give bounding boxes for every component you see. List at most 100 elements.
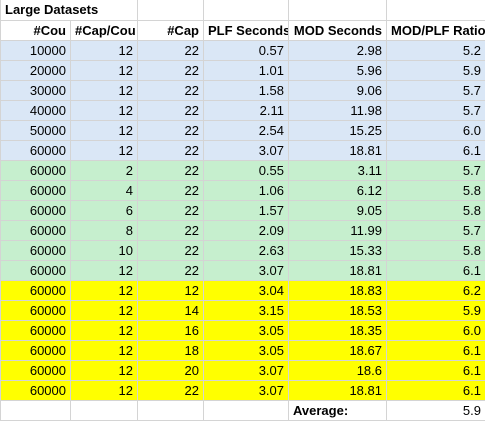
cell-cap[interactable]: 22 [137, 99, 204, 121]
cell-mod-seconds[interactable]: 5.96 [288, 59, 387, 81]
cell-mod-seconds[interactable]: 2.98 [288, 39, 387, 61]
cell-mod-seconds[interactable]: 11.98 [288, 99, 387, 121]
header-cell-mod-plf-ratio[interactable]: MOD/PLF Ratio [386, 19, 485, 41]
cell-mod-seconds[interactable]: 11.99 [288, 219, 387, 241]
cell-cap[interactable]: 22 [137, 119, 204, 141]
cell-cap-per-cou[interactable]: 12 [70, 39, 138, 61]
cell-cap-per-cou[interactable]: 12 [70, 359, 138, 381]
cell-mod-plf-ratio[interactable]: 6.1 [386, 139, 485, 161]
cell-plf-seconds[interactable]: 3.15 [203, 299, 289, 321]
cell-mod-seconds[interactable]: 18.81 [288, 379, 387, 401]
cell-mod-seconds[interactable]: 6.12 [288, 179, 387, 201]
cell-mod-seconds[interactable]: 18.6 [288, 359, 387, 381]
cell-mod-plf-ratio[interactable]: 5.7 [386, 99, 485, 121]
cell-cap[interactable]: 22 [137, 59, 204, 81]
cell-mod-plf-ratio[interactable]: 6.0 [386, 319, 485, 341]
cell-mod-seconds[interactable]: 15.33 [288, 239, 387, 261]
cell-cap-per-cou[interactable]: 2 [70, 159, 138, 181]
cell-mod-seconds[interactable]: 18.53 [288, 299, 387, 321]
cell-mod-seconds[interactable]: 18.67 [288, 339, 387, 361]
cell-cou[interactable]: 60000 [0, 319, 71, 341]
cell-cou[interactable]: 20000 [0, 59, 71, 81]
cell-cap-per-cou[interactable]: 12 [70, 299, 138, 321]
cell-cou[interactable]: 60000 [0, 299, 71, 321]
cell-cou[interactable]: 60000 [0, 339, 71, 361]
cell-mod-plf-ratio[interactable]: 5.7 [386, 79, 485, 101]
cell-cap[interactable]: 12 [137, 279, 204, 301]
cell-mod-seconds[interactable]: 9.06 [288, 79, 387, 101]
cell-mod-plf-ratio[interactable]: 6.1 [386, 259, 485, 281]
cell-cou[interactable]: 60000 [0, 199, 71, 221]
cell-cap-per-cou[interactable]: 12 [70, 79, 138, 101]
cell-plf-seconds[interactable]: 3.05 [203, 319, 289, 341]
cell-cou[interactable]: 50000 [0, 119, 71, 141]
cell-cap[interactable]: 16 [137, 319, 204, 341]
cell-plf-seconds[interactable]: 0.55 [203, 159, 289, 181]
sheet-title[interactable]: Large Datasets [0, 0, 138, 21]
cell-cou[interactable]: 60000 [0, 259, 71, 281]
cell-mod-plf-ratio[interactable]: 5.7 [386, 159, 485, 181]
cell-mod-seconds[interactable]: 18.83 [288, 279, 387, 301]
cell-mod-plf-ratio[interactable]: 5.7 [386, 219, 485, 241]
title-empty-cell[interactable] [203, 0, 289, 21]
cell-cap[interactable]: 22 [137, 159, 204, 181]
cell-mod-plf-ratio[interactable]: 5.9 [386, 299, 485, 321]
cell-cou[interactable]: 60000 [0, 379, 71, 401]
header-cell-mod-seconds[interactable]: MOD Seconds [288, 19, 387, 41]
empty-cell[interactable] [203, 399, 289, 421]
cell-cou[interactable]: 60000 [0, 139, 71, 161]
cell-cap-per-cou[interactable]: 12 [70, 119, 138, 141]
cell-cap-per-cou[interactable]: 12 [70, 379, 138, 401]
cell-cou[interactable]: 60000 [0, 279, 71, 301]
cell-cou[interactable]: 60000 [0, 179, 71, 201]
cell-mod-seconds[interactable]: 3.11 [288, 159, 387, 181]
cell-plf-seconds[interactable]: 0.57 [203, 39, 289, 61]
cell-mod-plf-ratio[interactable]: 6.1 [386, 339, 485, 361]
cell-cap[interactable]: 22 [137, 239, 204, 261]
cell-cap[interactable]: 22 [137, 379, 204, 401]
header-cell-plf-seconds[interactable]: PLF Seconds [203, 19, 289, 41]
cell-cap[interactable]: 22 [137, 219, 204, 241]
cell-mod-seconds[interactable]: 18.81 [288, 259, 387, 281]
cell-cap-per-cou[interactable]: 12 [70, 319, 138, 341]
cell-plf-seconds[interactable]: 3.07 [203, 139, 289, 161]
cell-cap[interactable]: 22 [137, 139, 204, 161]
cell-cou[interactable]: 40000 [0, 99, 71, 121]
cell-cou[interactable]: 60000 [0, 359, 71, 381]
cell-plf-seconds[interactable]: 1.06 [203, 179, 289, 201]
cell-plf-seconds[interactable]: 3.07 [203, 379, 289, 401]
cell-plf-seconds[interactable]: 3.05 [203, 339, 289, 361]
header-cell-cap[interactable]: #Cap [137, 19, 204, 41]
cell-cap[interactable]: 18 [137, 339, 204, 361]
cell-cap-per-cou[interactable]: 12 [70, 99, 138, 121]
cell-cou[interactable]: 30000 [0, 79, 71, 101]
cell-mod-seconds[interactable]: 18.35 [288, 319, 387, 341]
cell-plf-seconds[interactable]: 2.63 [203, 239, 289, 261]
cell-plf-seconds[interactable]: 3.07 [203, 259, 289, 281]
cell-mod-plf-ratio[interactable]: 6.2 [386, 279, 485, 301]
cell-cap-per-cou[interactable]: 12 [70, 259, 138, 281]
cell-mod-plf-ratio[interactable]: 6.0 [386, 119, 485, 141]
title-empty-cell[interactable] [386, 0, 485, 21]
cell-mod-seconds[interactable]: 9.05 [288, 199, 387, 221]
cell-cap[interactable]: 22 [137, 39, 204, 61]
cell-mod-plf-ratio[interactable]: 5.2 [386, 39, 485, 61]
cell-plf-seconds[interactable]: 2.54 [203, 119, 289, 141]
average-value[interactable]: 5.9 [386, 399, 485, 421]
cell-plf-seconds[interactable]: 2.11 [203, 99, 289, 121]
average-label[interactable]: Average: [288, 399, 387, 421]
cell-cap[interactable]: 14 [137, 299, 204, 321]
cell-cap-per-cou[interactable]: 10 [70, 239, 138, 261]
cell-cap[interactable]: 22 [137, 79, 204, 101]
cell-cap-per-cou[interactable]: 12 [70, 139, 138, 161]
cell-plf-seconds[interactable]: 1.58 [203, 79, 289, 101]
header-cell-cap-per-cou[interactable]: #Cap/Cou [70, 19, 138, 41]
cell-cap[interactable]: 22 [137, 179, 204, 201]
cell-mod-plf-ratio[interactable]: 6.1 [386, 379, 485, 401]
empty-cell[interactable] [70, 399, 138, 421]
cell-plf-seconds[interactable]: 1.57 [203, 199, 289, 221]
cell-cou[interactable]: 60000 [0, 239, 71, 261]
cell-cou[interactable]: 60000 [0, 219, 71, 241]
cell-mod-seconds[interactable]: 15.25 [288, 119, 387, 141]
cell-cou[interactable]: 60000 [0, 159, 71, 181]
